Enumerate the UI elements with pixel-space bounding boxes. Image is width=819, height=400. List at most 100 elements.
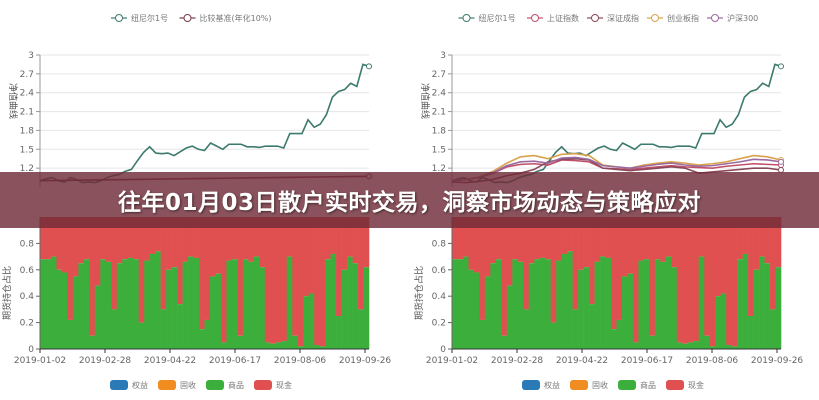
bar-cash (325, 217, 331, 260)
bar-cash (495, 217, 502, 260)
y-tick-label: 0 (440, 345, 446, 355)
bar-commodity (621, 276, 628, 349)
bar-commodity (78, 263, 85, 349)
bar-commodity (627, 273, 634, 349)
bar-cash (160, 217, 167, 310)
bar-cash (660, 217, 667, 262)
y-tick-label: 0.2 (432, 319, 446, 329)
series-line-0 (451, 63, 782, 184)
bar-cash (759, 217, 765, 257)
legend-marker (711, 14, 719, 22)
bar-cash (605, 217, 612, 258)
bar-commodity (242, 259, 249, 349)
bar-commodity (720, 293, 727, 349)
bar-commodity (226, 260, 233, 349)
bar-cash (319, 217, 326, 347)
bar-cash (40, 217, 46, 260)
x-tick-label: 2019-08-06 (274, 356, 327, 366)
bar-cash (193, 217, 200, 258)
bar-commodity (468, 269, 475, 349)
bar-commodity (177, 304, 183, 349)
bar-cash (468, 217, 475, 270)
bar-cash (512, 217, 519, 260)
bar-commodity (105, 261, 112, 349)
bar-cash (166, 217, 172, 270)
bar-commodity (737, 259, 743, 349)
bar-commodity (204, 319, 211, 349)
bar-commodity (122, 259, 129, 349)
bar-commodity (138, 322, 145, 349)
y-axis-label: 净值曲线 (419, 83, 431, 119)
bar-cash (314, 217, 320, 346)
bar-commodity (144, 260, 150, 349)
bar-commodity (654, 259, 661, 349)
bar-cash (693, 217, 700, 342)
bar-commodity (545, 259, 551, 349)
bar-commodity (687, 342, 694, 349)
bar-commodity (363, 267, 370, 349)
bar-cash (462, 217, 469, 257)
bar-cash (171, 217, 178, 268)
bar-commodity (264, 342, 271, 349)
bar-cash (742, 217, 749, 254)
bar-commodity (611, 329, 617, 349)
legend-label-2: 商品 (640, 380, 656, 390)
bar-commodity (281, 341, 288, 349)
bar-commodity (539, 257, 546, 349)
bar-commodity (67, 319, 74, 349)
bar-commodity (770, 309, 776, 349)
bar-commodity (704, 335, 711, 349)
bar-commodity (490, 263, 497, 349)
bar-commodity (336, 316, 342, 349)
y-tick-label: 0.4 (432, 292, 447, 302)
bar-cash (83, 217, 90, 260)
bar-cash (616, 217, 623, 320)
bar-commodity (270, 343, 277, 349)
legend-label-4: 沪深300 (727, 13, 758, 23)
y-tick-label: 0 (28, 345, 34, 355)
bar-commodity (341, 269, 348, 349)
bar-cash (122, 217, 129, 260)
bar-cash (600, 217, 606, 257)
bar-commodity (726, 345, 732, 349)
bar-cash (764, 217, 771, 264)
bar-cash (116, 217, 123, 264)
bar-cash (545, 217, 551, 260)
bar-cash (632, 217, 639, 343)
bar-cash (753, 217, 760, 270)
bar-commodity (72, 276, 79, 349)
legend-marker (651, 14, 659, 22)
legend-label-1: 固收 (592, 380, 608, 390)
y-tick-label: 0.6 (432, 266, 447, 276)
bar-cash (654, 217, 661, 260)
bar-cash (308, 217, 315, 294)
bar-commodity (759, 256, 765, 349)
x-tick-label: 2019-04-22 (144, 356, 196, 366)
bar-commodity (215, 273, 222, 349)
bar-cash (237, 217, 244, 336)
bar-commodity (220, 342, 227, 349)
legend-swatch (570, 380, 588, 390)
series-end-point (366, 63, 372, 70)
bar-cash (330, 217, 337, 254)
bar-commodity (89, 335, 96, 349)
bar-commodity (506, 285, 513, 349)
bar-cash (572, 217, 579, 310)
legend-label-1: 固收 (180, 380, 196, 390)
bar-cash (50, 217, 57, 257)
bar-commodity (94, 285, 101, 349)
bar-cash (89, 217, 96, 336)
legend-marker (115, 14, 123, 22)
y-tick-label: 2.7 (20, 70, 34, 80)
bar-cash (501, 217, 508, 336)
bar-commodity (473, 272, 480, 349)
bar-commodity (764, 263, 771, 349)
y-tick-label: 2.1 (432, 108, 446, 118)
bar-cash (336, 217, 342, 316)
bar-commodity (40, 259, 46, 349)
y-tick-label: 0.8 (432, 239, 447, 249)
bar-cash (506, 217, 513, 286)
bar-commodity (682, 343, 689, 349)
y-tick-label: 1.5 (432, 145, 446, 155)
bar-commodity (231, 259, 238, 349)
